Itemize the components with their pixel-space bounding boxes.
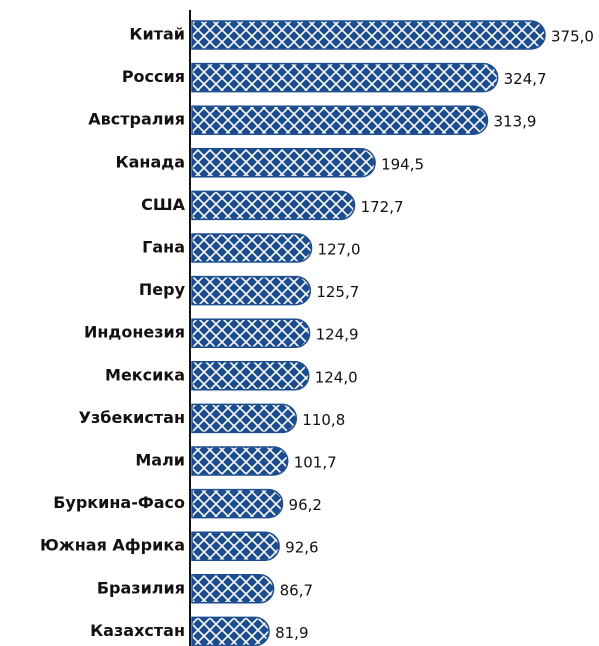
category-label: Индонезия <box>84 323 185 342</box>
value-label: 125,7 <box>316 283 359 301</box>
bar <box>191 190 356 221</box>
category-label: Бразилия <box>97 578 185 597</box>
value-label: 172,7 <box>361 198 404 216</box>
bar <box>191 318 311 348</box>
category-label: Канада <box>116 152 185 171</box>
value-label: 127,0 <box>318 241 361 259</box>
value-label: 92,6 <box>285 539 318 557</box>
bar <box>191 105 489 135</box>
category-label: Китай <box>129 25 185 44</box>
bar <box>191 616 270 646</box>
bar <box>191 574 275 604</box>
value-label: 96,2 <box>289 496 322 514</box>
category-label: Мексика <box>105 365 185 384</box>
category-label: Буркина-Фасо <box>53 493 185 512</box>
bar <box>191 62 499 93</box>
category-label: Мали <box>135 451 185 470</box>
category-label: Южная Африка <box>40 536 185 555</box>
value-label: 86,7 <box>280 581 313 599</box>
bar <box>191 488 284 519</box>
bar <box>191 361 310 391</box>
value-label: 81,9 <box>275 624 308 642</box>
value-label: 110,8 <box>302 411 345 429</box>
category-label: Гана <box>142 238 185 257</box>
value-label: 313,9 <box>493 113 536 131</box>
bar <box>191 446 289 476</box>
category-label: Казахстан <box>90 621 185 640</box>
value-label: 194,5 <box>381 155 424 173</box>
bar <box>191 531 280 561</box>
value-label: 375,0 <box>551 28 594 46</box>
category-label: Узбекистан <box>79 408 185 427</box>
category-label: Перу <box>139 280 186 299</box>
category-label: Австралия <box>88 110 185 129</box>
bar <box>191 233 313 263</box>
value-label: 324,7 <box>504 70 547 88</box>
category-label: Россия <box>122 67 185 86</box>
bar <box>191 148 376 178</box>
category-label: США <box>141 195 186 214</box>
bar <box>191 20 546 50</box>
value-label: 124,9 <box>316 326 359 344</box>
value-label: 101,7 <box>294 454 337 472</box>
bar <box>191 275 311 306</box>
value-label: 124,0 <box>315 368 358 386</box>
bar <box>191 403 297 434</box>
